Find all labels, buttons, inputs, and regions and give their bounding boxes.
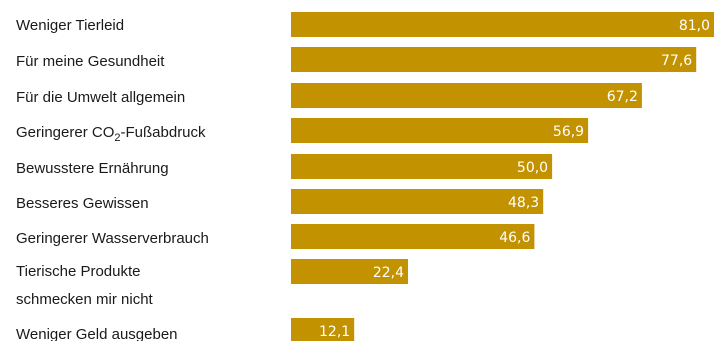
bar-4 bbox=[291, 154, 553, 179]
bar-2 bbox=[291, 83, 642, 108]
bar-1 bbox=[291, 47, 697, 72]
category-label-3: Geringerer CO2-Fußabdruck bbox=[16, 124, 206, 144]
value-label-7: 22,4 bbox=[373, 265, 404, 281]
bar-3 bbox=[291, 118, 589, 143]
value-label-5: 48,3 bbox=[508, 195, 539, 211]
category-label-5: Besseres Gewissen bbox=[16, 195, 149, 212]
category-label-7: Tierische Produkte schmecken mir nicht bbox=[16, 263, 154, 308]
category-label-8: Weniger Geld ausgeben bbox=[16, 326, 178, 341]
bar-7 bbox=[291, 259, 408, 284]
category-label-1: Für meine Gesundheit bbox=[16, 53, 165, 70]
bar-8 bbox=[291, 318, 355, 341]
value-label-2: 67,2 bbox=[607, 89, 638, 105]
value-label-3: 56,9 bbox=[553, 124, 584, 140]
value-label-1: 77,6 bbox=[661, 53, 692, 69]
category-label-6: Geringerer Wasserverbrauch bbox=[16, 230, 209, 247]
bar-6 bbox=[291, 224, 535, 249]
bar-0 bbox=[291, 12, 714, 37]
value-label-4: 50,0 bbox=[517, 160, 548, 176]
category-label-4: Bewusstere Ernährung bbox=[16, 160, 169, 177]
category-label-2: Für die Umwelt allgemein bbox=[16, 89, 185, 106]
value-label-6: 46,6 bbox=[499, 230, 530, 246]
value-label-0: 81,0 bbox=[679, 18, 710, 34]
bar-5 bbox=[291, 189, 544, 214]
value-label-8: 12,1 bbox=[319, 324, 350, 340]
category-label-0: Weniger Tierleid bbox=[16, 17, 124, 34]
